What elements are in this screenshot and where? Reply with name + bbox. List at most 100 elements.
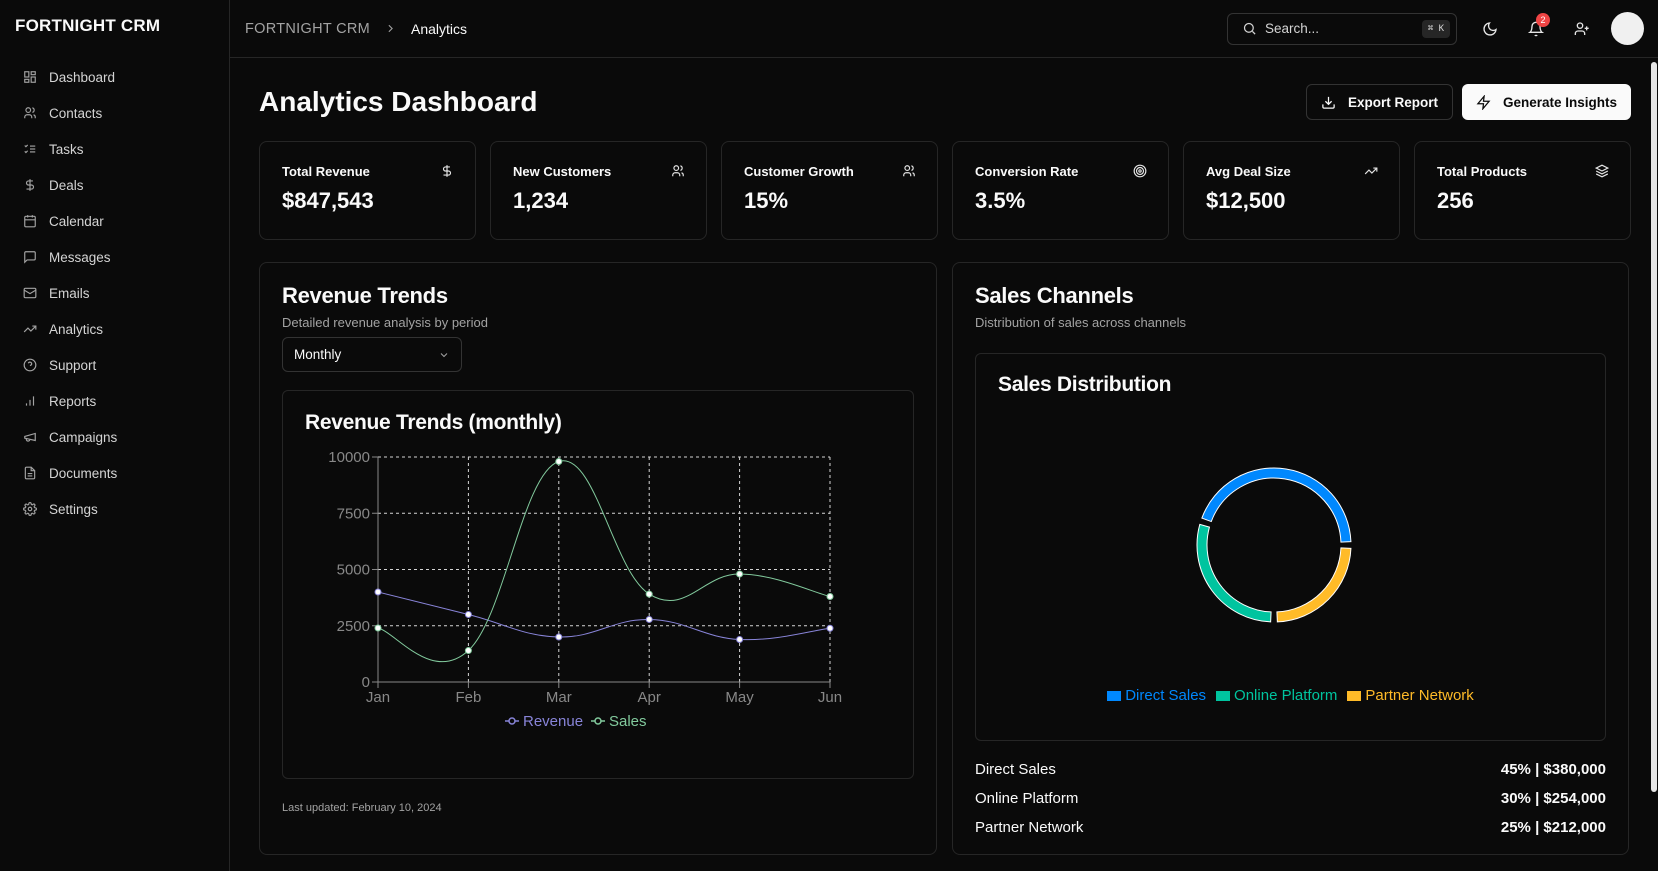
sidebar-item-campaigns[interactable]: Campaigns xyxy=(0,419,229,455)
data-point-revenue[interactable] xyxy=(826,624,834,632)
sidebar-item-tasks[interactable]: Tasks xyxy=(0,131,229,167)
donut-slice-partner-network[interactable] xyxy=(1276,547,1352,623)
add-user-button[interactable] xyxy=(1559,13,1605,45)
search-icon xyxy=(1243,22,1256,35)
sidebar-item-support[interactable]: Support xyxy=(0,347,229,383)
panel-subtitle: Distribution of sales across channels xyxy=(975,315,1186,330)
users-icon xyxy=(903,165,915,177)
sidebar-item-deals[interactable]: Deals xyxy=(0,167,229,203)
dollar-icon xyxy=(25,179,35,191)
sidebar-item-label: Support xyxy=(49,357,97,373)
data-point-sales[interactable] xyxy=(374,624,382,632)
sidebar-item-label: Analytics xyxy=(49,321,104,337)
sidebar-item-emails[interactable]: Emails xyxy=(0,275,229,311)
breakdown-value: 45% | $380,000 xyxy=(1500,761,1606,778)
data-point-sales[interactable] xyxy=(645,590,653,598)
breadcrumb-current: Analytics xyxy=(411,20,468,37)
page-title: Analytics Dashboard xyxy=(259,86,538,117)
sales-donut-chart xyxy=(1196,467,1352,623)
legend-label: Direct Sales xyxy=(1125,687,1207,704)
legend-marker-dot xyxy=(508,717,516,725)
stat-value: 15% xyxy=(744,188,789,213)
breakdown-row: Online Platform 30% | $254,000 xyxy=(975,784,1606,813)
donut-slice-online-platform[interactable] xyxy=(1196,523,1272,623)
page-content: Analytics Dashboard Export Report Genera… xyxy=(230,58,1658,871)
gear-icon xyxy=(23,502,37,516)
sidebar-item-label: Deals xyxy=(49,177,84,193)
avatar[interactable] xyxy=(1611,12,1644,45)
breakdown-row: Partner Network 25% | $212,000 xyxy=(975,813,1606,842)
sidebar-item-label: Settings xyxy=(49,501,98,517)
breakdown-label: Partner Network xyxy=(975,819,1084,836)
users-icon xyxy=(24,107,36,119)
y-tick-label: 5000 xyxy=(337,562,370,579)
legend-marker-dot xyxy=(594,717,602,725)
user-plus-icon xyxy=(1574,21,1589,35)
panel-subtitle: Detailed revenue analysis by period xyxy=(282,315,488,330)
sidebar-item-reports[interactable]: Reports xyxy=(0,383,229,419)
theme-toggle-button[interactable] xyxy=(1467,13,1513,45)
trending-up-icon xyxy=(1364,167,1378,175)
users-icon xyxy=(672,165,684,177)
donut-slice-direct-sales[interactable] xyxy=(1201,467,1352,543)
breadcrumb-root[interactable]: FORTNIGHT CRM xyxy=(245,20,370,37)
export-report-button[interactable]: Export Report xyxy=(1305,84,1453,120)
sidebar-item-calendar[interactable]: Calendar xyxy=(0,203,229,239)
zap-icon xyxy=(1476,94,1491,110)
sidebar-item-dashboard[interactable]: Dashboard xyxy=(0,59,229,95)
notifications-button[interactable]: 2 xyxy=(1513,12,1559,45)
generate-insights-button[interactable]: Generate Insights xyxy=(1461,84,1631,120)
x-tick-label: May xyxy=(725,689,754,706)
stat-label: Total Revenue xyxy=(282,164,370,179)
breakdown-value: 30% | $254,000 xyxy=(1500,790,1606,807)
x-tick-label: Jan xyxy=(366,689,390,706)
sales-channels-panel: Sales Channels Distribution of sales acr… xyxy=(952,262,1629,855)
legend-item: Direct Sales xyxy=(1107,687,1206,704)
stat-label: New Customers xyxy=(513,164,612,179)
donut-legend: Direct Sales Online Platform Partner Netwo… xyxy=(976,687,1605,704)
revenue-chart-card: Revenue Trends (monthly) 0 2500 5000 7500 10… xyxy=(282,390,914,779)
trending-icon xyxy=(23,325,37,333)
stat-card-total-products: Total Products 256 xyxy=(1414,141,1631,240)
sidebar-item-label: Calendar xyxy=(49,213,104,229)
data-point-sales[interactable] xyxy=(464,647,472,655)
scrollbar[interactable] xyxy=(1651,62,1657,792)
legend-swatch xyxy=(1107,690,1122,701)
sidebar-item-analytics[interactable]: Analytics xyxy=(0,311,229,347)
stat-value: $847,543 xyxy=(282,188,374,213)
data-point-revenue[interactable] xyxy=(464,611,472,618)
data-point-sales[interactable] xyxy=(555,458,563,465)
brand-logo[interactable]: FORTNIGHT CRM xyxy=(15,16,161,35)
generate-insights-label: Generate Insights xyxy=(1502,94,1617,110)
sidebar-item-messages[interactable]: Messages xyxy=(0,239,229,275)
megaphone-icon xyxy=(24,432,36,442)
stat-card-customer-growth: Customer Growth 15% xyxy=(721,141,938,240)
file-icon xyxy=(24,466,36,480)
page-actions: Export Report Generate Insights xyxy=(1305,84,1631,120)
page-header: Analytics Dashboard Export Report Genera… xyxy=(259,84,1631,120)
topbar: FORTNIGHT CRM Analytics Search... ⌘ K 2 xyxy=(230,0,1658,58)
help-icon xyxy=(23,358,37,372)
legend-label: Partner Network xyxy=(1365,687,1474,704)
sidebar-item-documents[interactable]: Documents xyxy=(0,455,229,491)
stat-card-new-customers: New Customers 1,234 xyxy=(490,141,707,240)
sidebar-item-label: Contacts xyxy=(49,105,103,121)
stat-label: Conversion Rate xyxy=(975,164,1079,179)
period-select[interactable]: Monthly xyxy=(282,337,462,372)
data-point-revenue[interactable] xyxy=(374,588,382,596)
data-point-revenue[interactable] xyxy=(555,633,563,641)
data-point-sales[interactable] xyxy=(736,570,744,578)
search-input[interactable]: Search... ⌘ K xyxy=(1227,12,1457,45)
data-point-revenue[interactable] xyxy=(645,615,653,623)
data-point-revenue[interactable] xyxy=(736,635,744,643)
grid-icon xyxy=(24,71,36,83)
x-tick-label: Jun xyxy=(818,689,842,706)
sidebar-item-contacts[interactable]: Contacts xyxy=(0,95,229,131)
legend-swatch xyxy=(1347,690,1362,701)
bell-icon xyxy=(1528,21,1544,36)
sidebar-item-label: Tasks xyxy=(49,141,84,157)
data-point-sales[interactable] xyxy=(826,593,834,600)
layers-icon xyxy=(1595,164,1609,178)
sidebar-item-settings[interactable]: Settings xyxy=(0,491,229,527)
stat-value: 256 xyxy=(1437,188,1474,213)
